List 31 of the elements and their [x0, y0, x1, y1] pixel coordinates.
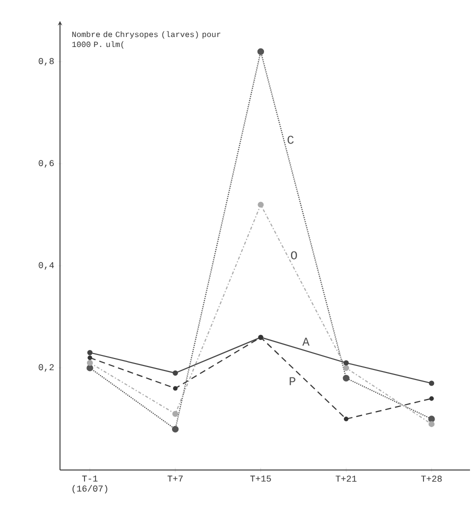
x-tick-label: T+28: [421, 476, 442, 482]
series-label: A: [302, 338, 310, 346]
point: [343, 364, 350, 371]
point: [344, 416, 348, 422]
point: [428, 421, 435, 428]
point: [172, 410, 178, 417]
y-tick-label: 0,2: [38, 364, 54, 372]
point: [342, 374, 350, 382]
x-tick-label: T+15: [250, 476, 271, 482]
y-tick-label: 0,8: [38, 58, 54, 66]
x-tick-label: T+7: [168, 476, 183, 482]
point: [87, 350, 93, 356]
series-label: C: [288, 136, 294, 144]
y-tick-label: 0,6: [38, 160, 54, 168]
point: [429, 396, 434, 401]
point: [258, 202, 264, 208]
y-tick-label: 0,4: [38, 262, 54, 270]
point: [172, 426, 179, 433]
point: [172, 370, 178, 376]
point: [88, 355, 92, 360]
point: [173, 386, 178, 391]
point: [86, 360, 93, 366]
point: [428, 416, 435, 422]
point: [257, 48, 264, 55]
series-label: P: [290, 377, 296, 386]
point: [86, 364, 94, 372]
point: [344, 360, 349, 366]
x-tick-label: T-1 (16/07): [72, 476, 108, 494]
series-label: O: [290, 251, 297, 260]
point: [428, 380, 434, 386]
x-tick-label: T+21: [336, 476, 356, 482]
